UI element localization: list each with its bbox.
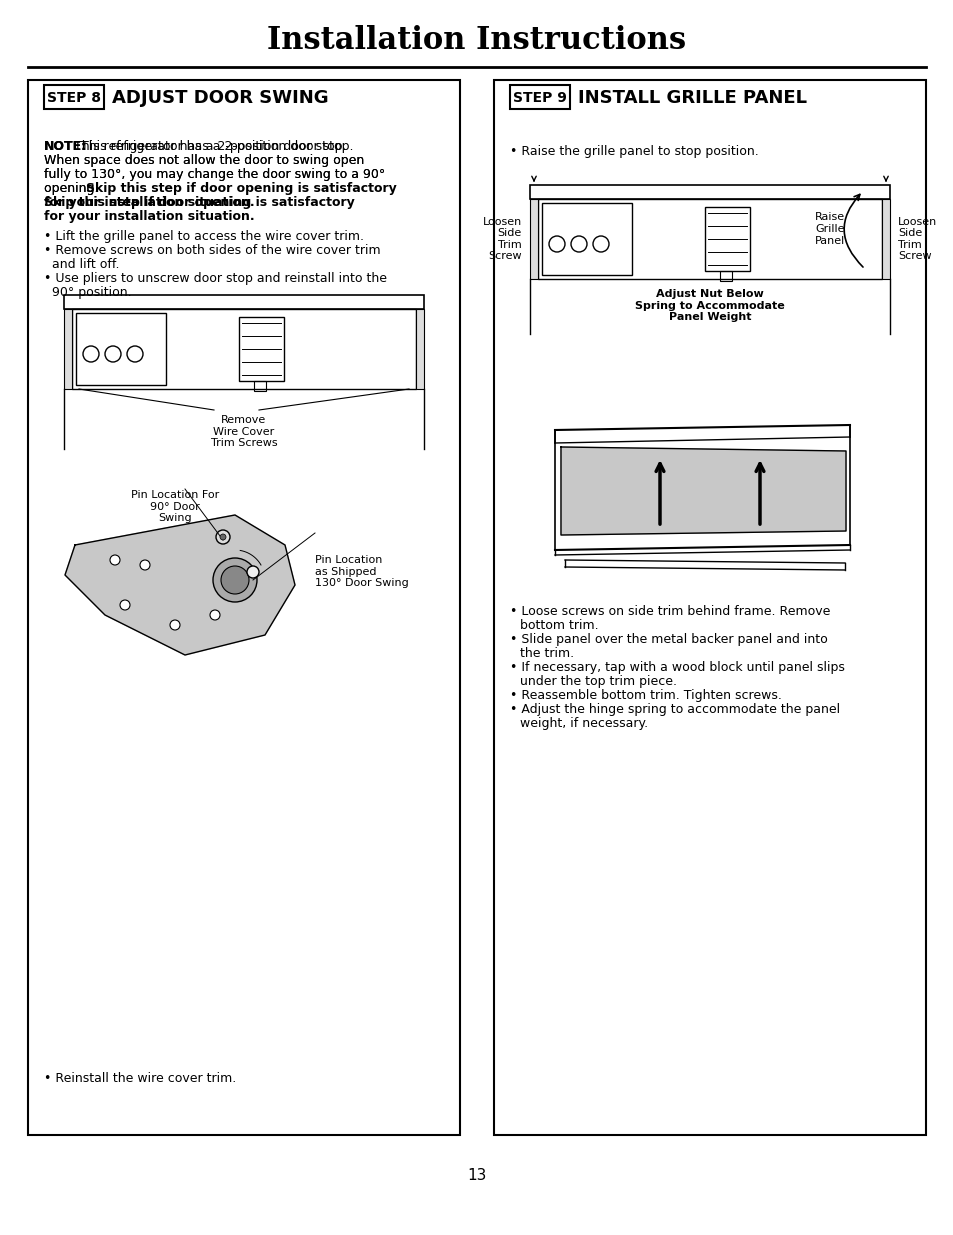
Text: weight, if necessary.: weight, if necessary.: [519, 718, 647, 730]
Bar: [44, 85, 104, 109]
Circle shape: [215, 530, 230, 543]
Circle shape: [127, 346, 143, 362]
Text: NOTE:: NOTE:: [44, 140, 87, 153]
Text: ADJUST DOOR SWING: ADJUST DOOR SWING: [112, 89, 328, 107]
Polygon shape: [65, 515, 294, 655]
Text: When space does not allow the door to swing open: When space does not allow the door to sw…: [44, 154, 364, 167]
Text: NOTE:: NOTE:: [44, 140, 87, 153]
Bar: [64, 309, 71, 389]
Text: • Slide panel over the metal backer panel and into: • Slide panel over the metal backer pane…: [510, 634, 827, 646]
Text: • Remove screws on both sides of the wire cover trim: • Remove screws on both sides of the wir…: [44, 245, 380, 257]
Text: • Adjust the hinge spring to accommodate the panel: • Adjust the hinge spring to accommodate…: [510, 703, 840, 716]
Circle shape: [110, 555, 120, 564]
Bar: [510, 85, 569, 109]
Text: Installation Instructions: Installation Instructions: [267, 25, 686, 56]
Text: Loosen
Side
Trim
Screw: Loosen Side Trim Screw: [482, 216, 521, 262]
Circle shape: [83, 346, 99, 362]
Text: bottom trim.: bottom trim.: [519, 619, 598, 632]
Text: opening.: opening.: [44, 182, 102, 195]
Text: the trim.: the trim.: [519, 647, 574, 659]
Text: fully to 130°, you may change the door swing to a 90°: fully to 130°, you may change the door s…: [44, 168, 385, 182]
Bar: [537, 199, 882, 279]
Text: fully to 130°, you may change the door swing to a 90°: fully to 130°, you may change the door s…: [44, 168, 385, 182]
Text: Loosen
Side
Trim
Screw: Loosen Side Trim Screw: [897, 216, 936, 262]
Text: When space does not allow the door to swing open: When space does not allow the door to sw…: [44, 154, 364, 167]
Circle shape: [105, 346, 121, 362]
Bar: [720, 270, 731, 282]
Text: • Raise the grille panel to stop position.: • Raise the grille panel to stop positio…: [510, 144, 758, 158]
Text: • Reinstall the wire cover trim.: • Reinstall the wire cover trim.: [44, 1072, 236, 1086]
Text: Remove
Wire Cover
Trim Screws: Remove Wire Cover Trim Screws: [211, 415, 277, 448]
Bar: [76, 312, 166, 385]
Circle shape: [213, 558, 256, 601]
Circle shape: [221, 566, 249, 594]
Bar: [494, 80, 925, 1135]
Circle shape: [548, 236, 564, 252]
Text: Adjust Nut Below
Spring to Accommodate
Panel Weight: Adjust Nut Below Spring to Accommodate P…: [635, 289, 784, 322]
Circle shape: [593, 236, 608, 252]
Text: INSTALL GRILLE PANEL: INSTALL GRILLE PANEL: [578, 89, 806, 107]
Bar: [216, 537, 229, 564]
Text: for your installation situation.: for your installation situation.: [44, 196, 254, 209]
Text: opening.: opening.: [44, 182, 102, 195]
Circle shape: [140, 559, 150, 571]
Text: This refrigerator has a 2-position door stop.: This refrigerator has a 2-position door …: [70, 140, 346, 153]
Polygon shape: [560, 447, 845, 535]
Bar: [882, 199, 889, 279]
Text: under the top trim piece.: under the top trim piece.: [519, 676, 677, 688]
Text: and lift off.: and lift off.: [52, 258, 119, 270]
Text: • Loose screws on side trim behind frame. Remove: • Loose screws on side trim behind frame…: [510, 605, 829, 618]
Text: STEP 9: STEP 9: [513, 91, 566, 105]
Circle shape: [210, 610, 220, 620]
Bar: [64, 295, 423, 309]
Text: • If necessary, tap with a wood block until panel slips: • If necessary, tap with a wood block un…: [510, 661, 844, 674]
Bar: [71, 309, 416, 389]
Text: • Lift the grille panel to access the wire cover trim.: • Lift the grille panel to access the wi…: [44, 230, 364, 243]
Bar: [704, 207, 749, 270]
Text: Pin Location For
90° Door
Swing: Pin Location For 90° Door Swing: [131, 490, 219, 524]
Bar: [253, 382, 266, 391]
Circle shape: [170, 620, 180, 630]
Circle shape: [247, 566, 258, 578]
Text: • Use pliers to unscrew door stop and reinstall into the: • Use pliers to unscrew door stop and re…: [44, 272, 387, 285]
Text: This refrigerator has a 2-position door stop.: This refrigerator has a 2-position door …: [77, 140, 354, 153]
Bar: [530, 185, 889, 199]
Bar: [530, 199, 537, 279]
Text: STEP 8: STEP 8: [47, 91, 101, 105]
Bar: [416, 309, 423, 389]
Text: Skip this step if door opening is satisfactory: Skip this step if door opening is satisf…: [44, 196, 355, 209]
Text: Raise
Grille
Panel: Raise Grille Panel: [814, 212, 844, 246]
Bar: [248, 572, 257, 600]
Bar: [239, 317, 284, 382]
Text: 90° position.: 90° position.: [52, 287, 132, 299]
Text: Pin Location
as Shipped
130° Door Swing: Pin Location as Shipped 130° Door Swing: [314, 555, 408, 588]
Bar: [541, 203, 631, 275]
Bar: [28, 80, 459, 1135]
Circle shape: [571, 236, 586, 252]
Text: • Reassemble bottom trim. Tighten screws.: • Reassemble bottom trim. Tighten screws…: [510, 689, 781, 701]
Text: Skip this step if door opening is satisfactory: Skip this step if door opening is satisf…: [86, 182, 396, 195]
Text: for your installation situation.: for your installation situation.: [44, 210, 254, 224]
Text: 13: 13: [467, 1167, 486, 1182]
Circle shape: [220, 534, 226, 540]
Circle shape: [120, 600, 130, 610]
